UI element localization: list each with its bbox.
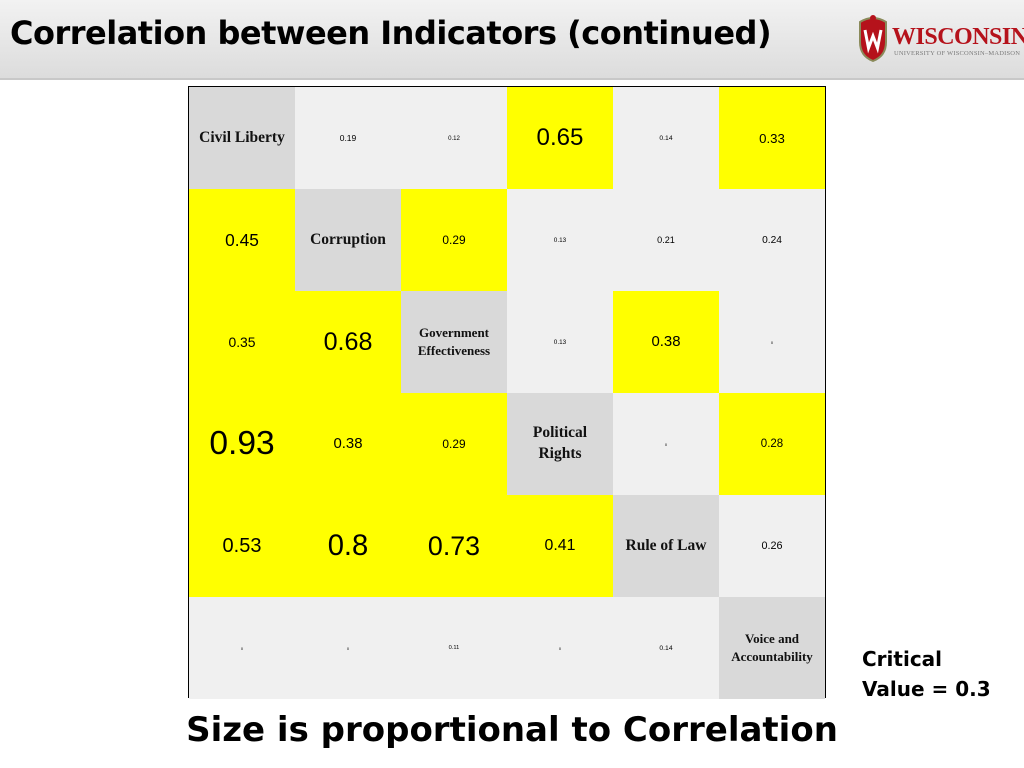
- correlation-value: 0.19: [339, 133, 357, 143]
- matrix-cell: 0.45: [189, 189, 295, 291]
- matrix-cell: 0.53: [189, 495, 295, 597]
- indicator-label-line: Voice and: [744, 631, 800, 647]
- correlation-value: 0.29: [442, 233, 466, 247]
- matrix-cell: 0.29: [401, 393, 507, 495]
- indicator-label-line: Rights: [538, 445, 582, 462]
- matrix-cell: 0: [295, 597, 401, 699]
- indicator-label: Civil Liberty: [189, 87, 295, 189]
- indicator-label-text: Voice and Accountability: [731, 630, 813, 665]
- indicator-label-line: Political: [532, 424, 588, 442]
- matrix-cell: 0.33: [719, 87, 825, 189]
- correlation-value: 0.29: [442, 437, 466, 451]
- matrix-cell: 0.29: [401, 189, 507, 291]
- correlation-value: 0.38: [651, 334, 681, 350]
- correlation-value: 0: [346, 645, 350, 651]
- matrix-cell: 0.13: [507, 189, 613, 291]
- correlation-value: 0.8: [327, 529, 369, 562]
- wisconsin-logo: WISCONSIN UNIVERSITY OF WISCONSIN–MADISO…: [856, 10, 1024, 66]
- matrix-cell: 0.35: [189, 291, 295, 393]
- correlation-value: 0.73: [427, 530, 481, 561]
- indicator-label: Rule of Law: [613, 495, 719, 597]
- matrix-cell: 0.13: [507, 291, 613, 393]
- indicator-label: Government Effectiveness: [401, 291, 507, 393]
- correlation-value: 0.65: [536, 124, 584, 151]
- matrix-cell: 0: [613, 393, 719, 495]
- crest-icon: [859, 15, 887, 62]
- correlation-value: 0.21: [657, 235, 675, 245]
- correlation-value: 0.68: [323, 327, 373, 356]
- indicator-label-line: Government: [418, 325, 490, 341]
- correlation-value: 0.13: [553, 338, 567, 346]
- correlation-value: 0: [240, 645, 244, 651]
- matrix-cell: 0.26: [719, 495, 825, 597]
- correlation-value: 0.28: [760, 438, 784, 450]
- matrix-cell: 0.38: [613, 291, 719, 393]
- matrix-cell: 0.28: [719, 393, 825, 495]
- indicator-label-line: Corruption: [310, 230, 386, 248]
- correlation-value: 0.33: [759, 130, 785, 146]
- indicator-label-line: Effectiveness: [417, 343, 491, 358]
- critical-value-note: Critical Value = 0.3: [862, 644, 991, 704]
- matrix-cell: 0: [507, 597, 613, 699]
- correlation-value: 0.41: [544, 537, 576, 554]
- correlation-value: 0.24: [762, 234, 782, 246]
- indicator-label-text: Government Effectiveness: [418, 324, 490, 359]
- matrix-cell: 0.68: [295, 291, 401, 393]
- critical-label: Critical: [862, 647, 943, 671]
- page-title: Correlation between Indicators (continue…: [10, 14, 772, 52]
- matrix-cell: 0.65: [507, 87, 613, 189]
- matrix-cell: 0.8: [295, 495, 401, 597]
- correlation-value: 0.45: [225, 229, 259, 250]
- title-bar: Correlation between Indicators (continue…: [0, 0, 1024, 80]
- matrix-cell: 0.11: [401, 597, 507, 699]
- correlation-value: 0.38: [333, 436, 363, 452]
- matrix-cell: 0.12: [401, 87, 507, 189]
- correlation-value: 0.11: [448, 645, 460, 651]
- matrix-cell: 0.93: [189, 393, 295, 495]
- matrix-cell: 0.38: [295, 393, 401, 495]
- indicator-label-line: Rule of Law: [625, 536, 707, 554]
- correlation-value: 0.14: [659, 644, 673, 652]
- indicator-label-line: Accountability: [731, 649, 813, 664]
- correlation-value: 0: [770, 339, 774, 345]
- indicator-label-text: Civil Liberty: [199, 128, 285, 149]
- logo-subtitle: UNIVERSITY OF WISCONSIN–MADISON: [894, 50, 1021, 57]
- correlation-value: 0.35: [228, 334, 256, 350]
- critical-value: Value = 0.3: [862, 677, 991, 701]
- logo-wordmark: WISCONSIN: [892, 24, 1024, 50]
- indicator-label: Corruption: [295, 189, 401, 291]
- correlation-value: 0.12: [448, 134, 460, 142]
- caption: Size is proportional to Correlation: [186, 710, 838, 750]
- correlation-value: 0: [664, 441, 668, 447]
- indicator-label-line: Civil Liberty: [199, 128, 285, 146]
- matrix-cell: 0.14: [613, 87, 719, 189]
- matrix-cell: 0.14: [613, 597, 719, 699]
- correlation-value: 0.53: [222, 534, 262, 557]
- correlation-value: 0.93: [209, 425, 275, 462]
- correlation-value: 0: [558, 645, 562, 651]
- matrix-cell: 0: [189, 597, 295, 699]
- indicator-label-text: Rule of Law: [626, 536, 707, 557]
- indicator-label: Voice and Accountability: [719, 597, 825, 699]
- correlation-matrix: Civil Liberty 0.19 0.12 0.65 0.14 0.33 0.45 Cor…: [188, 86, 826, 699]
- matrix-cell: 0.21: [613, 189, 719, 291]
- correlation-value: 0.26: [761, 540, 783, 552]
- matrix-cell: 0.19: [295, 87, 401, 189]
- correlation-value: 0.14: [659, 134, 673, 142]
- indicator-label-text: Corruption: [310, 230, 386, 251]
- matrix-cell: 0: [719, 291, 825, 393]
- indicator-label: Political Rights: [507, 393, 613, 495]
- matrix-cell: 0.41: [507, 495, 613, 597]
- correlation-value: 0.13: [553, 236, 567, 244]
- matrix-cell: 0.73: [401, 495, 507, 597]
- indicator-label-text: Political Rights: [533, 423, 587, 465]
- matrix-cell: 0.24: [719, 189, 825, 291]
